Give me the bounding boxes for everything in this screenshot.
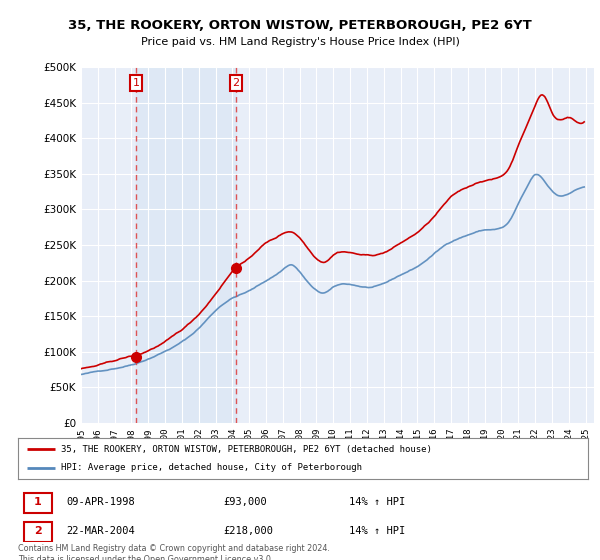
Text: 22-MAR-2004: 22-MAR-2004 xyxy=(67,526,135,535)
Bar xyxy=(24,521,52,542)
Text: 1: 1 xyxy=(133,78,140,88)
Text: Contains HM Land Registry data © Crown copyright and database right 2024.
This d: Contains HM Land Registry data © Crown c… xyxy=(18,544,330,560)
Text: 14% ↑ HPI: 14% ↑ HPI xyxy=(349,526,405,535)
Bar xyxy=(136,67,236,423)
Text: 14% ↑ HPI: 14% ↑ HPI xyxy=(349,497,405,507)
Bar xyxy=(24,493,52,513)
Text: 09-APR-1998: 09-APR-1998 xyxy=(67,497,135,507)
Text: Price paid vs. HM Land Registry's House Price Index (HPI): Price paid vs. HM Land Registry's House … xyxy=(140,37,460,47)
Text: £93,000: £93,000 xyxy=(223,497,267,507)
Text: 2: 2 xyxy=(34,526,42,535)
Text: HPI: Average price, detached house, City of Peterborough: HPI: Average price, detached house, City… xyxy=(61,464,362,473)
Text: 35, THE ROOKERY, ORTON WISTOW, PETERBOROUGH, PE2 6YT (detached house): 35, THE ROOKERY, ORTON WISTOW, PETERBORO… xyxy=(61,445,431,454)
Text: 2: 2 xyxy=(233,78,239,88)
Text: £218,000: £218,000 xyxy=(223,526,273,535)
Text: 1: 1 xyxy=(34,497,42,507)
Text: 35, THE ROOKERY, ORTON WISTOW, PETERBOROUGH, PE2 6YT: 35, THE ROOKERY, ORTON WISTOW, PETERBORO… xyxy=(68,18,532,32)
